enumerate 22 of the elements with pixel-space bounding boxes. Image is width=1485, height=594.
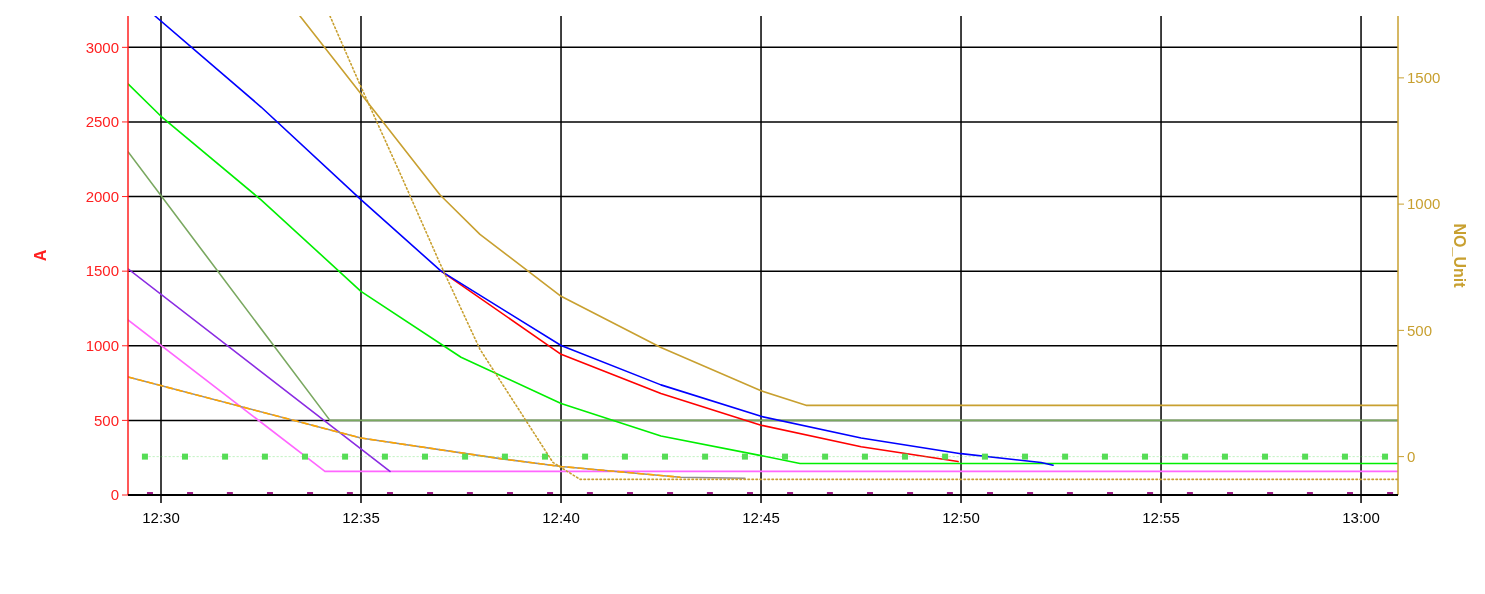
x-tick-label: 13:00: [1342, 509, 1380, 526]
y-tick-label: 2500: [85, 113, 119, 131]
y-axis-title: A: [32, 249, 49, 262]
y-tick-label: 1500: [85, 262, 119, 280]
x-tick-label: 12:40: [542, 509, 580, 526]
line-series: [154, 16, 1054, 466]
y2-tick-label: 0: [1407, 447, 1416, 465]
y2-tick-label: 1500: [1407, 69, 1441, 87]
x-tick-label: 12:35: [342, 509, 380, 526]
x-tick-label: 12:45: [742, 509, 780, 526]
y-tick-label: 3000: [85, 38, 119, 56]
y2-axis-title: NO_Unit: [1451, 223, 1468, 289]
x-tick-label: 12:50: [942, 509, 980, 526]
line-series: [128, 83, 1398, 465]
y-tick-label: 2000: [85, 187, 119, 205]
x-tick-label: 12:30: [142, 509, 180, 526]
y-tick-label: 1000: [85, 337, 119, 355]
y-tick-label: 500: [93, 411, 119, 429]
y2-tick-label: 500: [1407, 321, 1433, 339]
y2-tick-label: 1000: [1407, 195, 1441, 213]
x-tick-label: 12:55: [1142, 509, 1180, 526]
y-tick-label: 0: [110, 486, 119, 504]
